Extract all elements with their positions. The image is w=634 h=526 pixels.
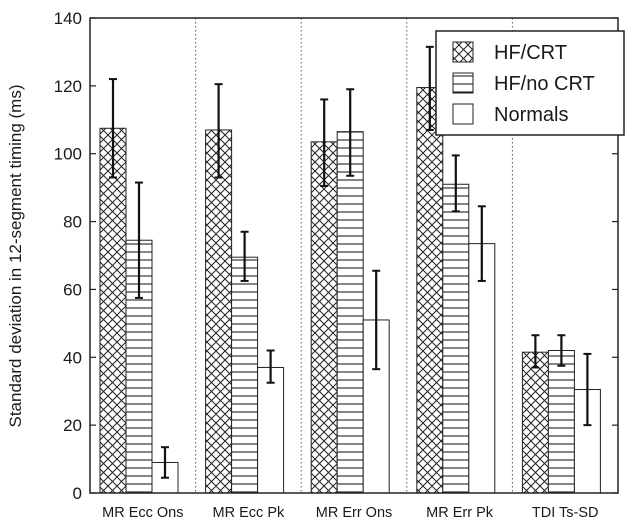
y-tick-label: 140 [54, 9, 82, 28]
legend-swatch-normals [452, 103, 474, 125]
bar-hf-crt-mr-ecc-pk [205, 129, 233, 494]
error-bar-hf-crt-tdi-ts-sd [531, 334, 540, 369]
error-bar-normals-mr-ecc-ons [161, 446, 169, 479]
y-tick-label: 80 [63, 213, 82, 232]
x-tick-label-mr-ecc-pk: MR Ecc Pk [213, 505, 285, 521]
x-axis-ticks: MR Ecc Ons MR Ecc Pk MR Err Ons MR Err Pk TD… [102, 505, 598, 521]
error-bar-hf-no-crt-mr-ecc-ons [135, 181, 143, 299]
bar-hf-no-crt-tdi-ts-sd [547, 350, 575, 494]
legend-label-normals: Normals [494, 104, 568, 126]
y-axis-label: Standard deviation in 12-segment timing … [6, 85, 25, 428]
bar-normals-mr-ecc-pk [257, 366, 285, 494]
plot-frame [89, 17, 619, 494]
error-bar-hf-crt-mr-ecc-pk [214, 83, 223, 179]
error-bar-hf-crt-mr-err-pk [425, 45, 434, 131]
bar-hf-no-crt-mr-ecc-pk [231, 256, 259, 494]
legend-swatch-hf-crt [452, 41, 474, 63]
x-tick-label-tdi-ts-sd: TDI Ts-SD [532, 505, 599, 521]
y-tick-label: 40 [63, 348, 82, 367]
legend-swatch-hf-no-crt [452, 72, 474, 94]
error-bar-normals-mr-err-ons [372, 269, 381, 371]
x-tick-label-mr-err-pk: MR Err Pk [426, 505, 494, 521]
y-tick-label: 20 [63, 416, 82, 435]
error-bar-hf-crt-mr-ecc-ons [109, 78, 117, 179]
legend: HF/CRT HF/no CRT Normals [435, 30, 625, 136]
error-bar-hf-no-crt-tdi-ts-sd [557, 334, 566, 367]
bar-hf-no-crt-mr-err-ons [336, 131, 364, 494]
y-tick-label: 60 [63, 280, 82, 299]
error-bar-normals-tdi-ts-sd [583, 352, 592, 427]
error-bar-hf-no-crt-mr-err-ons [346, 88, 355, 177]
y-tick-label: 120 [54, 77, 82, 96]
y-tick-label: 100 [54, 145, 82, 164]
error-bar-hf-no-crt-mr-ecc-pk [240, 230, 249, 282]
y-tick-label: 0 [73, 484, 82, 503]
bar-hf-crt-mr-ecc-ons [99, 127, 127, 494]
error-bar-hf-no-crt-mr-err-pk [451, 154, 460, 213]
legend-label-hf-crt: HF/CRT [494, 42, 567, 64]
error-bar-normals-mr-ecc-pk [266, 349, 275, 384]
legend-label-hf-no-crt: HF/no CRT [494, 73, 595, 95]
error-bar-hf-crt-mr-err-ons [320, 98, 329, 187]
bar-hf-no-crt-mr-err-pk [442, 183, 470, 494]
bar-hf-crt-mr-err-ons [310, 141, 338, 494]
error-bar-normals-mr-err-pk [477, 205, 486, 282]
x-tick-label-mr-err-ons: MR Err Ons [316, 505, 393, 521]
y-axis-ticks: 0 20 40 60 80 100 120 140 [54, 9, 618, 503]
x-tick-label-mr-ecc-ons: MR Ecc Ons [102, 505, 183, 521]
bar-hf-crt-mr-err-pk [416, 87, 444, 494]
bar-hf-crt-tdi-ts-sd [521, 351, 549, 494]
error-bars [109, 45, 592, 479]
